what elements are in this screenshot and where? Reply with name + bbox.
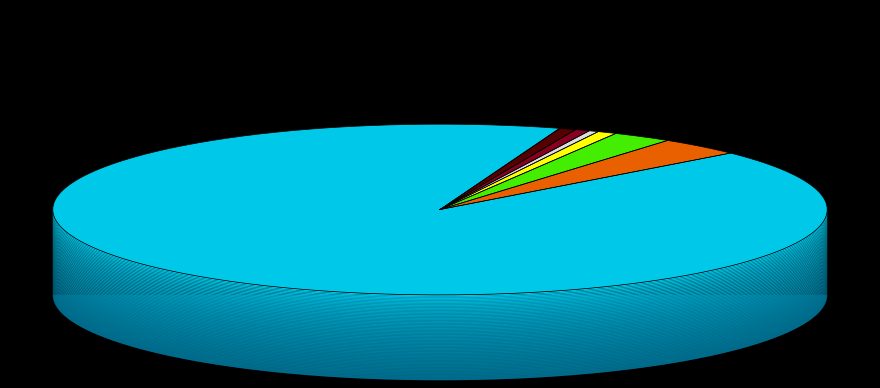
Polygon shape xyxy=(53,217,827,303)
Polygon shape xyxy=(53,274,827,360)
Polygon shape xyxy=(53,267,827,353)
Polygon shape xyxy=(53,286,827,373)
Polygon shape xyxy=(53,291,827,378)
Polygon shape xyxy=(53,218,827,305)
Polygon shape xyxy=(53,252,827,339)
Polygon shape xyxy=(53,268,827,355)
Polygon shape xyxy=(53,265,827,352)
Polygon shape xyxy=(53,215,827,302)
Polygon shape xyxy=(53,285,827,372)
Polygon shape xyxy=(53,235,827,322)
Polygon shape xyxy=(53,212,827,299)
Polygon shape xyxy=(53,293,827,380)
Polygon shape xyxy=(440,128,576,210)
Polygon shape xyxy=(53,289,827,376)
Polygon shape xyxy=(53,269,827,356)
Polygon shape xyxy=(53,255,827,342)
Polygon shape xyxy=(53,254,827,340)
Polygon shape xyxy=(53,262,827,349)
Polygon shape xyxy=(53,231,827,318)
Polygon shape xyxy=(53,229,827,316)
Polygon shape xyxy=(53,261,827,348)
Polygon shape xyxy=(440,133,668,210)
Polygon shape xyxy=(53,227,827,314)
Polygon shape xyxy=(53,271,827,357)
Polygon shape xyxy=(53,295,827,380)
Polygon shape xyxy=(53,288,827,374)
Polygon shape xyxy=(53,232,827,319)
Polygon shape xyxy=(53,259,827,346)
Polygon shape xyxy=(53,251,827,338)
Polygon shape xyxy=(440,131,598,210)
Polygon shape xyxy=(53,282,827,369)
Polygon shape xyxy=(53,245,827,332)
Polygon shape xyxy=(53,275,827,362)
Polygon shape xyxy=(53,237,827,323)
Polygon shape xyxy=(440,130,590,210)
Polygon shape xyxy=(53,234,827,320)
Polygon shape xyxy=(53,292,827,379)
Polygon shape xyxy=(440,140,730,210)
Polygon shape xyxy=(53,256,827,343)
Polygon shape xyxy=(53,210,827,296)
Polygon shape xyxy=(53,238,827,325)
Polygon shape xyxy=(53,222,827,309)
Polygon shape xyxy=(440,132,616,210)
Polygon shape xyxy=(53,276,827,363)
Polygon shape xyxy=(53,258,827,345)
Polygon shape xyxy=(53,221,827,308)
Polygon shape xyxy=(53,214,827,301)
Polygon shape xyxy=(53,220,827,306)
Polygon shape xyxy=(53,124,827,295)
Polygon shape xyxy=(53,246,827,333)
Polygon shape xyxy=(53,242,827,329)
Polygon shape xyxy=(53,249,827,336)
Polygon shape xyxy=(53,239,827,326)
Polygon shape xyxy=(53,272,827,359)
Polygon shape xyxy=(53,248,827,335)
Polygon shape xyxy=(53,211,827,298)
Polygon shape xyxy=(53,228,827,315)
Polygon shape xyxy=(53,279,827,366)
Polygon shape xyxy=(53,225,827,312)
Polygon shape xyxy=(53,224,827,310)
Polygon shape xyxy=(53,278,827,365)
Polygon shape xyxy=(53,284,827,370)
Polygon shape xyxy=(53,281,827,367)
Polygon shape xyxy=(53,244,827,331)
Polygon shape xyxy=(53,241,827,327)
Polygon shape xyxy=(53,263,827,350)
